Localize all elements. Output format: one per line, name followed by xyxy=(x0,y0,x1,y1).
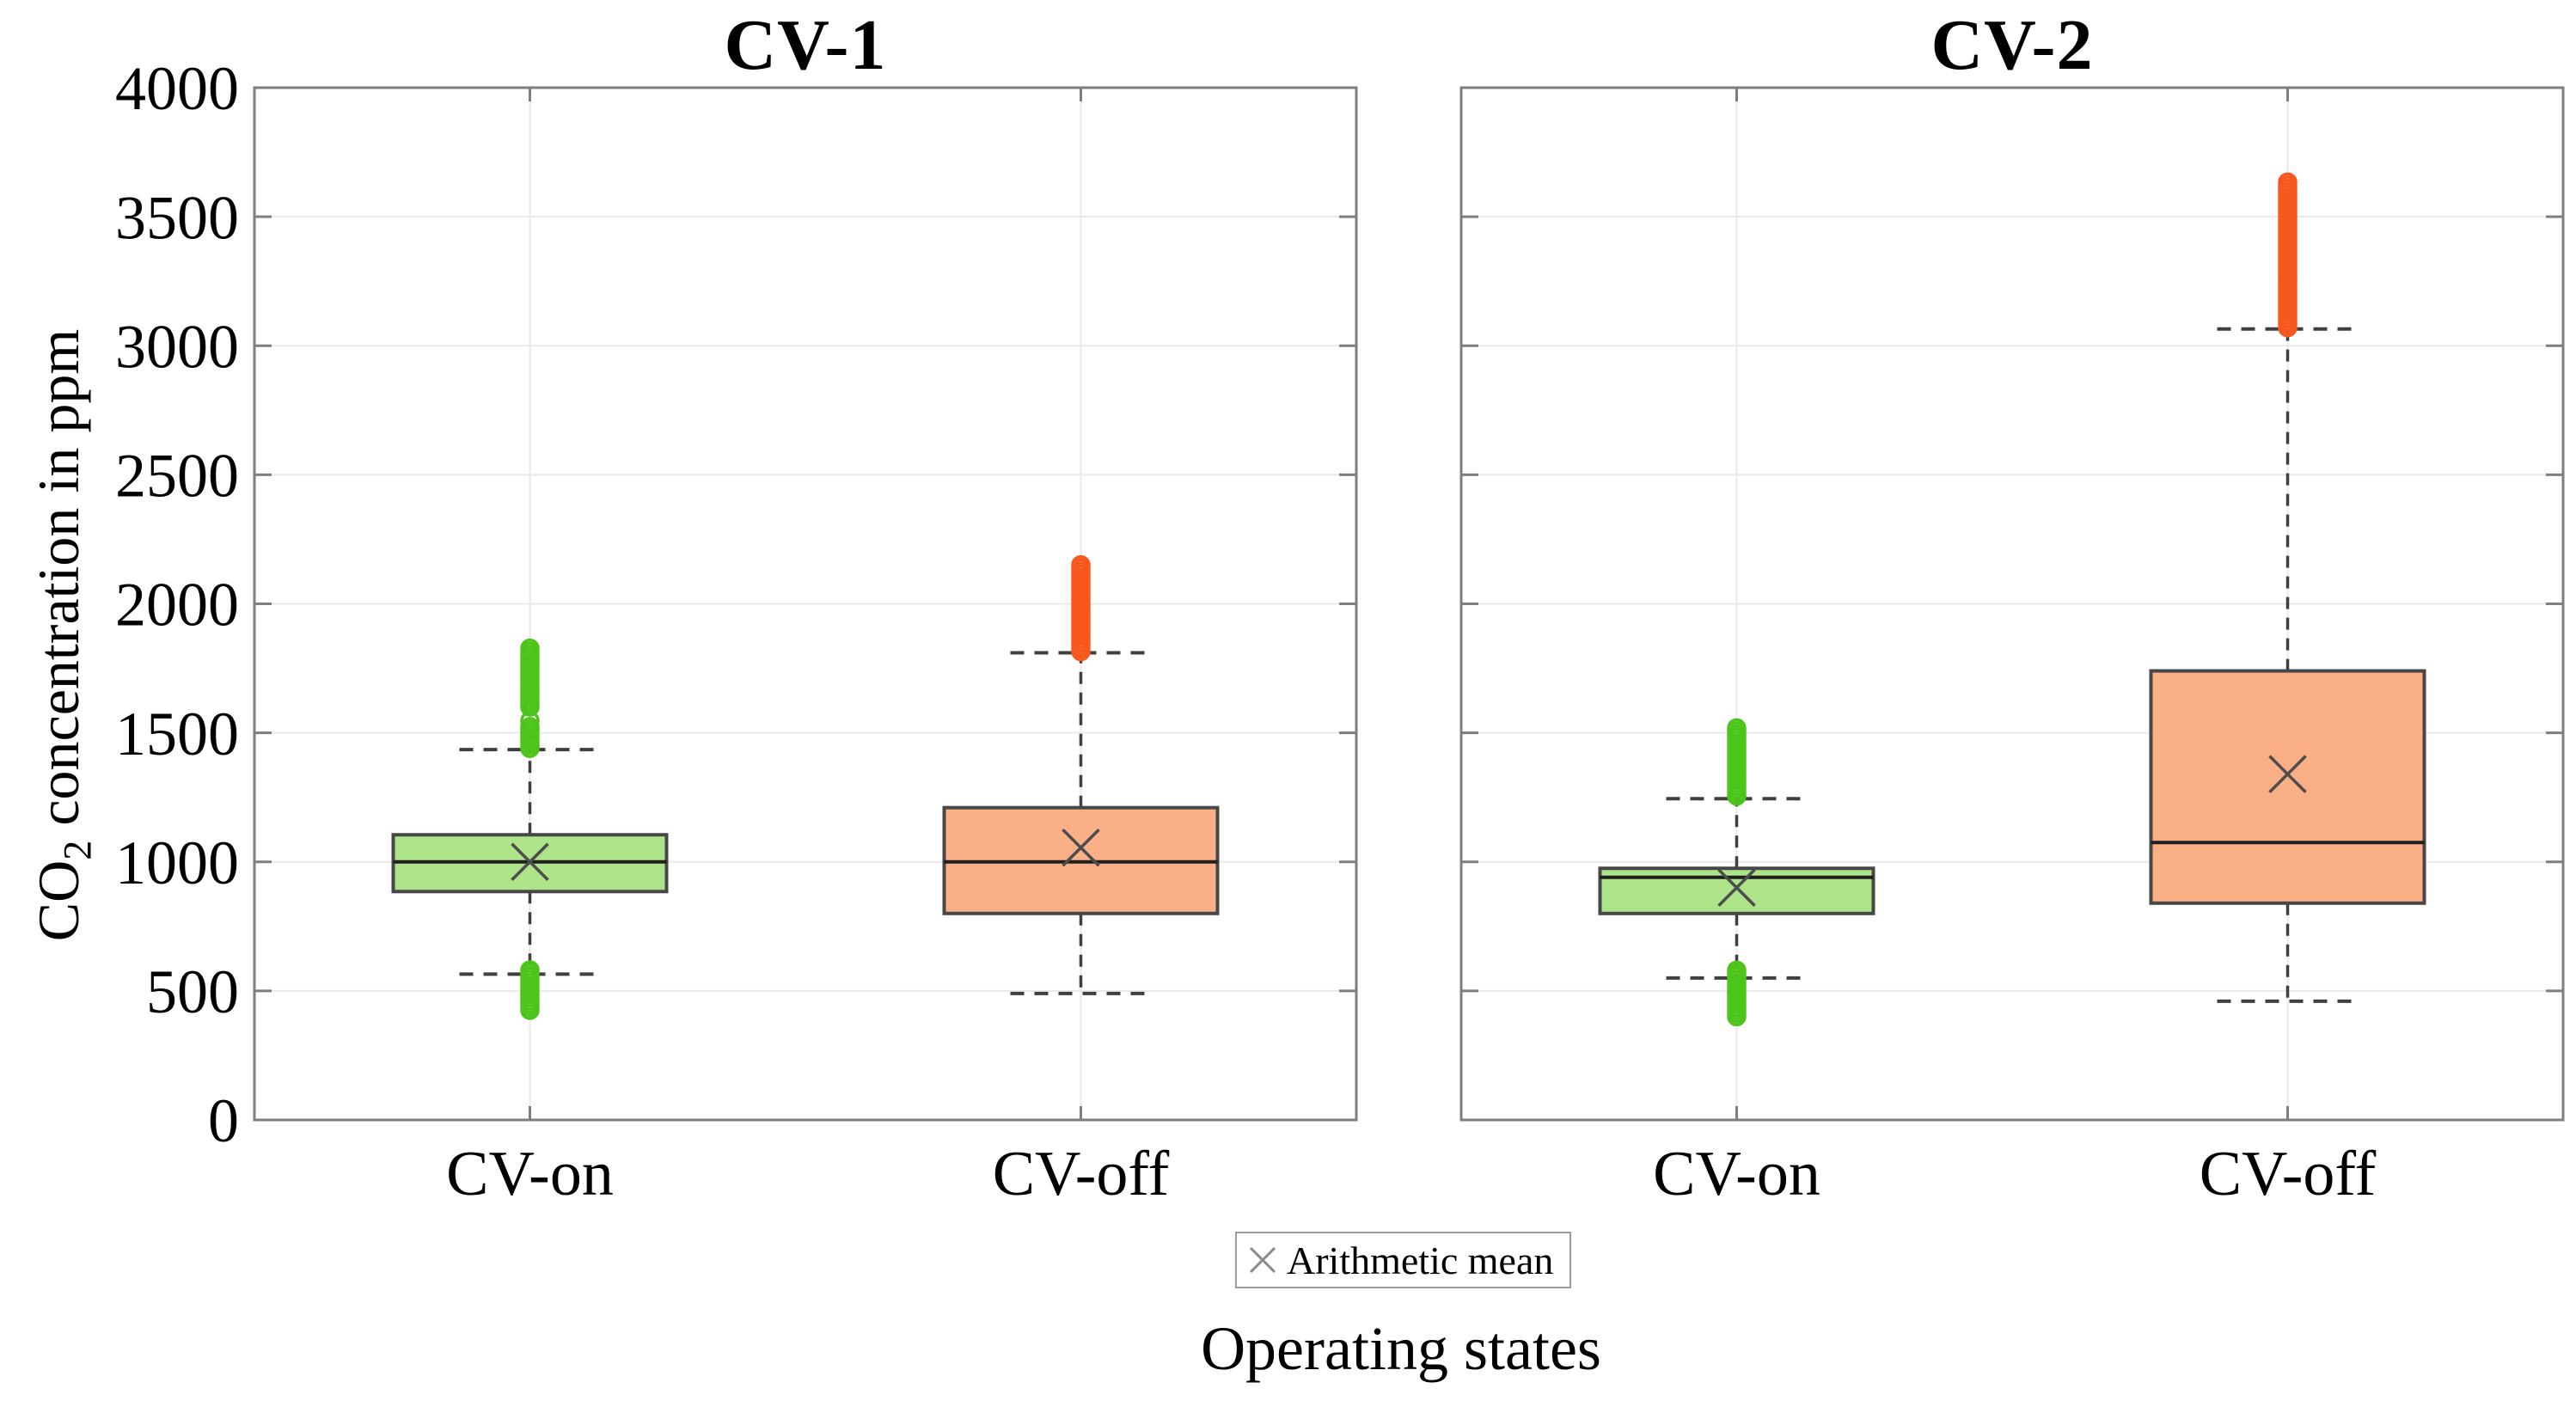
outlier-point xyxy=(1727,960,1747,981)
outlier-point xyxy=(520,960,540,980)
y-axis-label: CO2 concentration in ppm xyxy=(25,257,101,1013)
axes-box xyxy=(253,86,1358,1122)
outlier-point xyxy=(520,717,540,737)
mean-marker xyxy=(1062,828,1100,867)
box-cv-2-cv-on xyxy=(1598,718,1875,1027)
y-tick-label-3000: 3000 xyxy=(115,312,239,381)
y-tick-label-2000: 2000 xyxy=(115,571,239,639)
iqr-box xyxy=(1598,866,1875,915)
y-tick-label-4000: 4000 xyxy=(115,54,239,123)
legend: Arithmetic mean xyxy=(1235,1232,1571,1288)
box-cv-1-cv-off xyxy=(942,554,1220,995)
y-tick-label-2500: 2500 xyxy=(115,442,239,511)
y-axis-label-suffix: concentration in ppm xyxy=(26,328,91,841)
subplot-cv-2: CV-on CV-off xyxy=(1459,86,2565,1209)
outlier-point xyxy=(520,638,540,658)
x-tick-label-cv-on: CV-on xyxy=(446,1139,614,1209)
outlier-point xyxy=(1727,718,1747,738)
y-axis-label-subscript: 2 xyxy=(56,840,101,860)
x-tick-label-cv-on: CV-on xyxy=(1653,1139,1820,1209)
y-tick-label-500: 500 xyxy=(146,957,239,1026)
iqr-box xyxy=(2149,669,2426,905)
y-tick-label-1000: 1000 xyxy=(115,829,239,897)
y-axis-label-prefix: CO xyxy=(26,859,91,942)
mean-marker xyxy=(2268,755,2307,793)
y-tick-label-1500: 1500 xyxy=(115,700,239,768)
legend-label: Arithmetic mean xyxy=(1287,1238,1554,1282)
y-tick-label-0: 0 xyxy=(208,1086,239,1155)
subplot-title-cv1: CV-1 xyxy=(724,5,887,85)
x-tick-label-cv-off: CV-off xyxy=(993,1139,1170,1209)
subplot-title-cv2: CV-2 xyxy=(1930,5,2094,85)
x-axis-label: Operating states xyxy=(1201,1314,1601,1383)
mean-marker xyxy=(1717,868,1756,908)
outlier-point xyxy=(1071,554,1091,575)
subplot-cv-1: 0 500 1000 1500 2000 2500 3000 3500 4000 CV-on CV-… xyxy=(115,54,1358,1209)
box-cv-2-cv-off xyxy=(2149,172,2426,1003)
mean-marker-icon xyxy=(1249,1246,1276,1274)
axes-box xyxy=(1459,86,2565,1122)
mean-marker xyxy=(511,842,549,881)
box-cv-1-cv-on xyxy=(391,638,669,1020)
outlier-point xyxy=(2278,172,2298,193)
y-tick-label-3500: 3500 xyxy=(115,183,239,252)
x-tick-label-cv-off: CV-off xyxy=(2200,1139,2377,1209)
